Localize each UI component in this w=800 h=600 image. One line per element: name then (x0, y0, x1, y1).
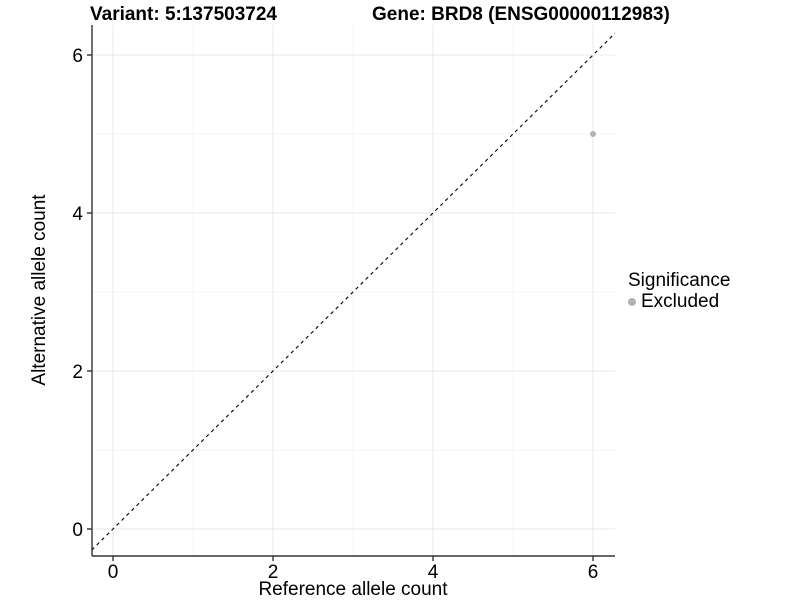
legend: Significance Excluded (628, 270, 730, 312)
x-tick-label: 2 (268, 562, 279, 583)
legend-entry-label: Excluded (641, 291, 720, 312)
x-tick-label: 4 (428, 562, 439, 583)
x-axis-title: Reference allele count (258, 579, 448, 600)
y-tick-label: 4 (72, 204, 83, 225)
identity-reference-line (92, 32, 615, 551)
y-tick-label: 6 (72, 46, 83, 67)
legend-entry-excluded: Excluded (628, 292, 730, 312)
legend-title: Significance (628, 270, 731, 291)
variant-title: Variant: 5:137503724 (90, 4, 277, 25)
y-tick-label: 0 (72, 520, 83, 541)
x-tick-label: 0 (108, 562, 119, 583)
excluded-marker-icon (628, 298, 636, 306)
x-tick-label: 6 (588, 562, 599, 583)
data-point (590, 131, 596, 138)
gene-title: Gene: BRD8 (ENSG00000112983) (372, 4, 670, 25)
y-axis-title: Alternative allele count (29, 194, 50, 386)
y-tick-label: 2 (72, 362, 83, 383)
